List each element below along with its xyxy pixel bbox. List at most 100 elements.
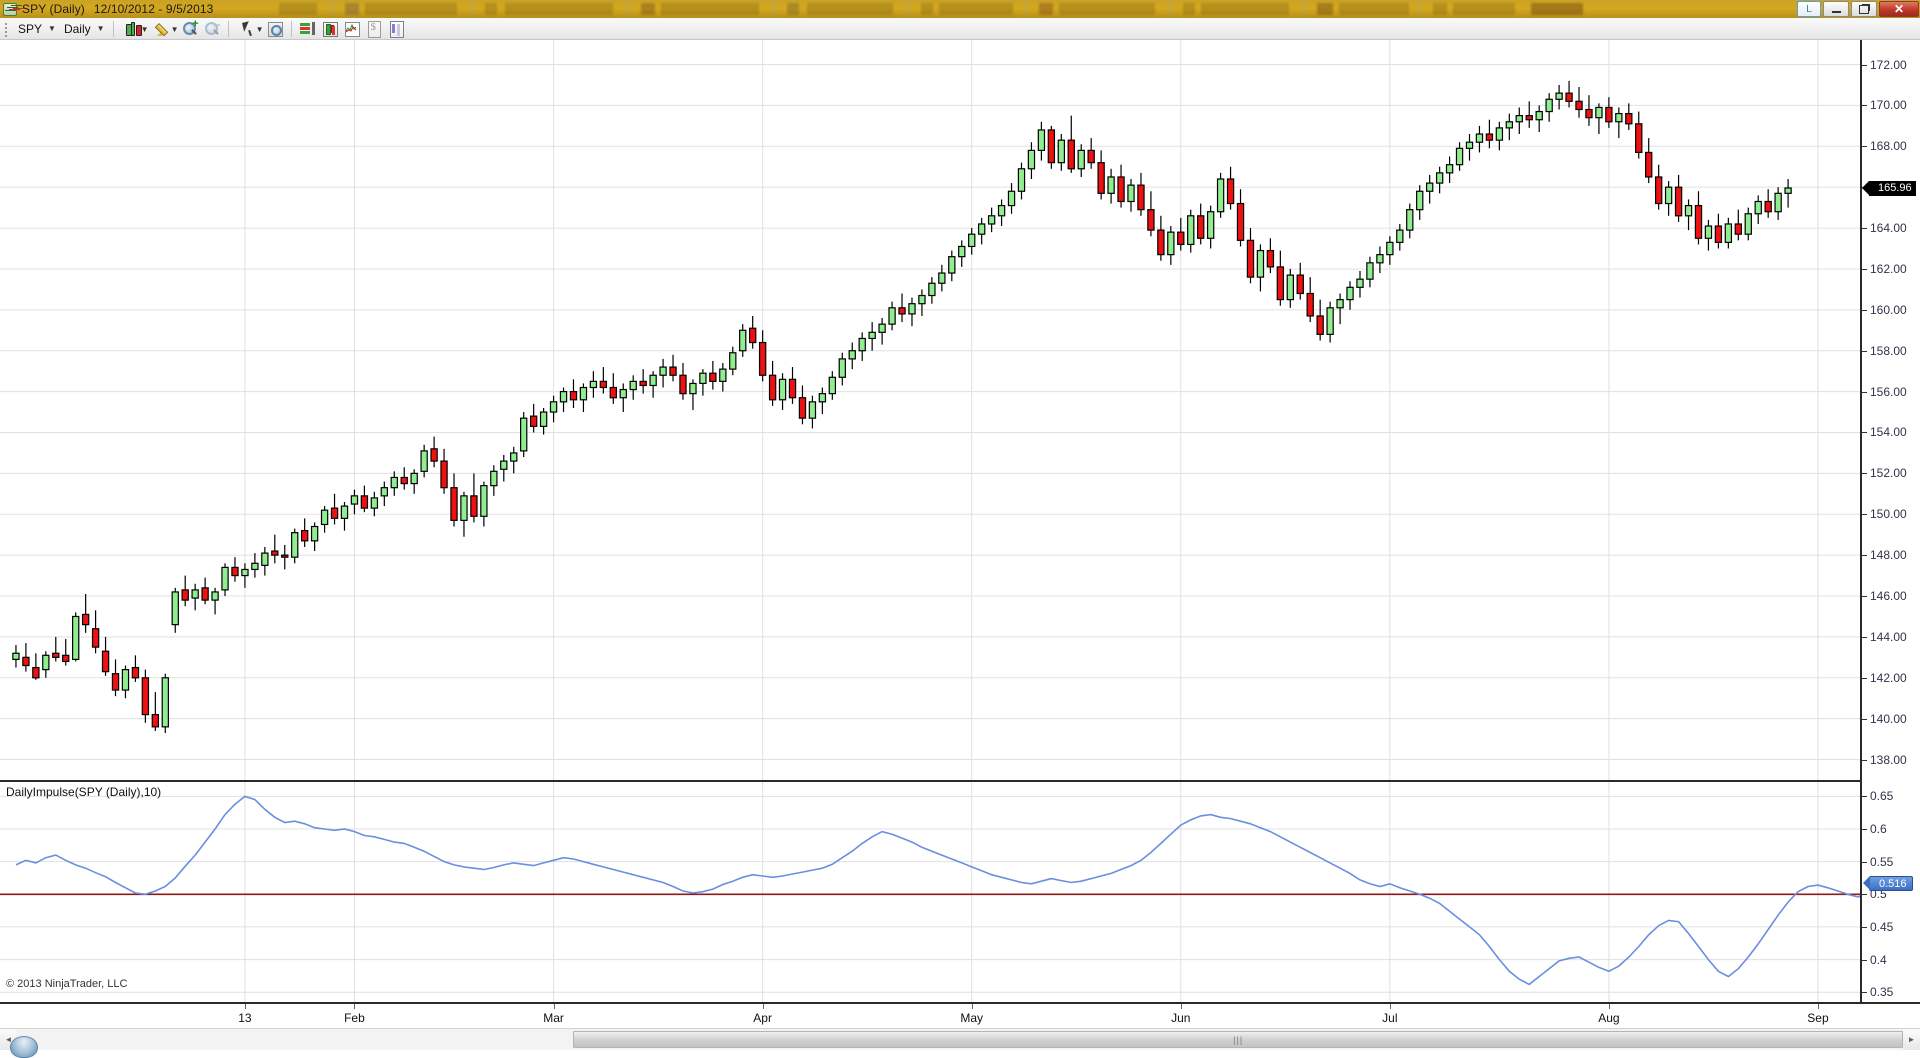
y-tick-mark	[1862, 228, 1867, 230]
pointer-tool-button[interactable]: ▼	[234, 19, 264, 39]
chart-icon	[3, 2, 17, 16]
dollar-icon	[366, 20, 382, 38]
x-tick-mark	[971, 1004, 973, 1009]
properties-button[interactable]	[385, 19, 407, 39]
window-date-range: 12/10/2012 - 9/5/2013	[93, 2, 214, 16]
zoom-in-button[interactable]: +	[179, 18, 201, 39]
indicator-y-tick-label: 0.55	[1870, 854, 1894, 869]
zoom-region-button[interactable]	[264, 19, 286, 39]
y-tick-label: 154.00	[1870, 425, 1907, 440]
y-tick-label: 146.00	[1870, 589, 1907, 604]
indicator-y-tick-mark	[1862, 992, 1867, 994]
instrument-selector[interactable]: SPY ▼	[13, 20, 59, 38]
pane-divider[interactable]	[0, 780, 1920, 782]
y-tick-mark	[1862, 555, 1867, 557]
copyright-watermark: © 2013 NinjaTrader, LLC	[6, 978, 128, 990]
drawing-tools-button[interactable]: ▼	[149, 19, 179, 39]
data-box-button[interactable]	[297, 19, 319, 39]
x-tick-mark	[1817, 1004, 1819, 1009]
toolbar-separator	[290, 20, 292, 37]
indicator-y-tick-label: 0.4	[1870, 952, 1887, 967]
y-tick-mark	[1862, 146, 1867, 148]
toolbar-grip[interactable]	[3, 21, 9, 37]
data-box-icon	[299, 21, 316, 37]
minimize-button[interactable]	[1823, 1, 1849, 17]
instruments-button[interactable]	[319, 19, 341, 39]
y-tick-label: 158.00	[1870, 343, 1907, 358]
y-tick-mark	[1862, 677, 1867, 679]
instruments-icon	[322, 21, 338, 37]
y-tick-label: 170.00	[1870, 98, 1907, 113]
indicator-y-tick-label: 0.35	[1870, 985, 1894, 1000]
indicator-y-tick-mark	[1862, 796, 1867, 798]
indicator-line-icon	[344, 21, 360, 37]
y-tick-mark	[1862, 350, 1867, 352]
y-tick-mark	[1862, 309, 1867, 311]
indicator-pane[interactable]	[0, 782, 1920, 1002]
y-axis[interactable]: 138.00 140.00 142.00 144.00 146.00 148.00 150.…	[1860, 40, 1920, 1002]
x-tick-mark	[1389, 1004, 1391, 1009]
interval-selector-label: Daily	[63, 21, 91, 36]
chevron-down-icon: ▼	[255, 24, 264, 34]
scroll-right-arrow-icon[interactable]: ►	[1903, 1029, 1920, 1050]
x-axis-line	[0, 1002, 1920, 1004]
chart-toolbar: SPY ▼ Daily ▼ ▼ ▼ + − ▼	[0, 18, 1920, 40]
y-tick-label: 162.00	[1870, 261, 1907, 276]
chart-style-button[interactable]: ▼	[119, 19, 149, 39]
magnifier-plus-icon: +	[182, 18, 199, 37]
close-button[interactable]: ✕	[1879, 1, 1919, 17]
y-tick-label: 156.00	[1870, 384, 1907, 399]
y-tick-label: 138.00	[1870, 752, 1907, 767]
price-pane[interactable]	[0, 40, 1860, 780]
indicator-line-plot	[0, 782, 1920, 1002]
indicators-button[interactable]	[341, 19, 363, 39]
x-tick-mark	[244, 1004, 246, 1009]
x-tick-label: Aug	[1598, 1011, 1620, 1025]
y-tick-label: 164.00	[1870, 221, 1907, 236]
indicator-y-tick-label: 0.6	[1870, 822, 1887, 836]
y-tick-label: 142.00	[1870, 670, 1907, 685]
indicator-y-tick-mark	[1862, 829, 1867, 830]
x-axis[interactable]: 13 Feb Mar Apr May Jun Jul Aug Sep	[0, 1004, 1860, 1028]
maximize-restore-button[interactable]	[1851, 1, 1877, 17]
indicator-y-tick-mark	[1862, 926, 1867, 928]
candlestick-icon	[125, 21, 142, 37]
chart-container[interactable]: DailyImpulse(SPY (Daily),10) © 2013 Ninj…	[0, 40, 1920, 1028]
layout-button[interactable]: L	[1797, 1, 1821, 17]
x-tick-mark	[762, 1004, 764, 1009]
chevron-down-icon: ▼	[48, 24, 56, 33]
x-tick-mark	[1608, 1004, 1610, 1009]
scrollbar-track[interactable]: |||	[17, 1029, 1903, 1050]
y-tick-label: 144.00	[1870, 629, 1907, 644]
zoom-out-button[interactable]: −	[201, 19, 223, 39]
y-tick-label: 168.00	[1870, 139, 1907, 154]
price-candlestick-plot	[0, 40, 1860, 780]
y-tick-label: 152.00	[1870, 466, 1907, 481]
indicator-y-tick-mark	[1862, 959, 1867, 961]
x-tick-label: Mar	[543, 1011, 564, 1025]
y-tick-label: 148.00	[1870, 548, 1907, 563]
order-entry-button[interactable]	[363, 19, 385, 39]
horizontal-scrollbar[interactable]: ◄ ||| ►	[0, 1028, 1920, 1050]
y-tick-mark	[1862, 759, 1867, 761]
scrollbar-grip: |||	[1233, 1034, 1244, 1045]
x-tick-label: Apr	[753, 1011, 772, 1025]
plot-stack	[0, 40, 1920, 1002]
y-tick-mark	[1862, 473, 1867, 475]
title-bar: SPY (Daily) 12/10/2012 - 9/5/2013 L	[0, 0, 1920, 18]
chevron-down-icon: ▼	[170, 24, 179, 34]
y-tick-mark	[1862, 105, 1867, 107]
last-price-badge: 165.96	[1862, 180, 1916, 196]
ninjatrader-logo	[10, 1036, 38, 1058]
interval-selector[interactable]: Daily ▼	[59, 20, 108, 38]
x-tick-mark	[553, 1004, 555, 1009]
y-tick-label: 150.00	[1870, 507, 1907, 522]
chevron-down-icon: ▼	[96, 24, 105, 33]
window-controls[interactable]: L ✕	[1791, 0, 1920, 18]
window-title: SPY (Daily)	[22, 2, 85, 16]
toolbar-separator	[227, 20, 229, 37]
indicator-y-tick-label: 0.45	[1870, 919, 1894, 934]
cursor-arrow-icon	[241, 21, 257, 37]
scrollbar-thumb[interactable]: |||	[573, 1031, 1903, 1048]
y-tick-label: 172.00	[1870, 57, 1907, 72]
